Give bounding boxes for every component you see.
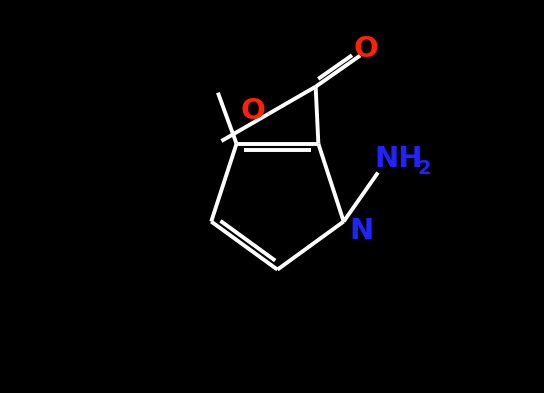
Text: NH: NH: [374, 145, 423, 173]
Text: O: O: [241, 97, 265, 125]
Text: O: O: [353, 35, 378, 63]
Text: N: N: [349, 217, 373, 245]
Text: 2: 2: [417, 159, 431, 178]
